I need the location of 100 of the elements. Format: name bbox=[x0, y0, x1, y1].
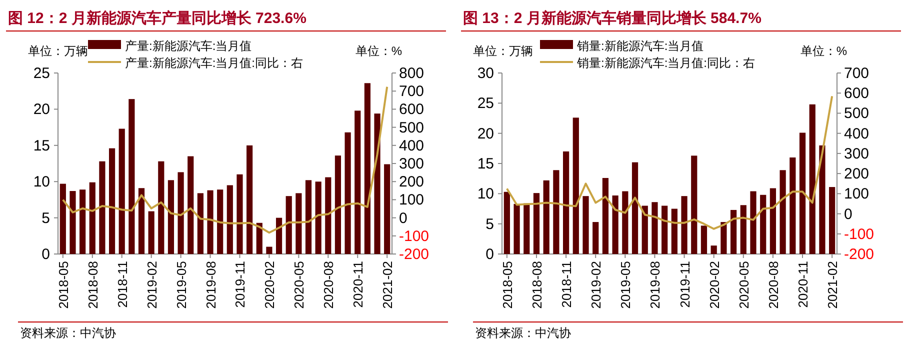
y-axis-title: 单位：万辆 bbox=[473, 44, 533, 58]
bar bbox=[829, 187, 836, 254]
bar bbox=[582, 196, 589, 254]
bar bbox=[168, 180, 174, 254]
y-tick-label: 5 bbox=[486, 216, 494, 233]
bar bbox=[256, 222, 262, 254]
bar bbox=[622, 191, 628, 254]
bar bbox=[612, 195, 618, 254]
y2-tick-label: 0 bbox=[399, 210, 408, 227]
bar bbox=[740, 205, 746, 254]
bar bbox=[325, 177, 332, 254]
y2-tick-label: 600 bbox=[399, 101, 424, 118]
bar bbox=[720, 222, 727, 254]
bar bbox=[207, 190, 214, 254]
y2-tick-label: 200 bbox=[844, 166, 870, 183]
y-tick-label: 0 bbox=[486, 246, 494, 263]
chart-title: 图 12：2 月新能源汽车产量同比增长 723.6% bbox=[8, 9, 306, 27]
bar bbox=[750, 191, 756, 254]
bar bbox=[70, 191, 76, 254]
bar bbox=[809, 104, 816, 254]
y2-tick-label: 600 bbox=[844, 85, 870, 102]
y-tick-label: 10 bbox=[477, 186, 494, 203]
text: 资料来源：中汽协 bbox=[20, 326, 116, 340]
bar bbox=[148, 211, 154, 254]
bar bbox=[681, 196, 688, 254]
bar bbox=[80, 190, 86, 254]
bar bbox=[286, 196, 292, 254]
bar bbox=[305, 180, 312, 254]
y2-tick-label: 700 bbox=[844, 65, 870, 82]
bar bbox=[276, 218, 282, 254]
y2-tick-label: -100 bbox=[399, 228, 430, 245]
bar bbox=[730, 210, 737, 254]
bar bbox=[760, 194, 766, 254]
bar bbox=[108, 148, 116, 254]
bar bbox=[504, 192, 510, 254]
bar bbox=[553, 170, 560, 254]
x-tick-label: 2019-05 bbox=[618, 261, 634, 309]
x-tick-label: 2020-05 bbox=[292, 261, 307, 309]
bar bbox=[543, 180, 550, 254]
y2-tick-label: 300 bbox=[399, 156, 424, 172]
bar bbox=[780, 170, 786, 254]
bar bbox=[572, 118, 579, 254]
bar bbox=[89, 182, 96, 254]
bar bbox=[188, 156, 194, 254]
x-tick-label: 2018-05 bbox=[56, 261, 71, 309]
legend-label: 产量:新能源汽车:当月值:同比：右 bbox=[125, 56, 304, 70]
y2-tick-label: 100 bbox=[399, 192, 424, 209]
y-tick-label: 25 bbox=[33, 65, 50, 82]
bar bbox=[632, 162, 638, 254]
y2-tick-label: 400 bbox=[844, 125, 870, 142]
bar bbox=[118, 128, 125, 254]
x-tick-label: 2021-02 bbox=[380, 261, 396, 309]
x-tick-label: 2021-02 bbox=[825, 261, 840, 309]
y-tick-label: 15 bbox=[477, 156, 494, 172]
bar bbox=[128, 99, 135, 254]
y2-tick-label: 400 bbox=[399, 137, 424, 154]
y2-axis-title: 单位：% bbox=[355, 44, 402, 58]
bar bbox=[691, 156, 698, 254]
bar bbox=[374, 114, 380, 254]
y-tick-label: 10 bbox=[33, 174, 50, 191]
x-tick-label: 2020-11 bbox=[350, 261, 366, 308]
bar bbox=[514, 204, 520, 254]
bar bbox=[354, 110, 361, 254]
y2-tick-label: 200 bbox=[399, 174, 424, 191]
bar bbox=[334, 156, 342, 254]
y2-tick-label: 700 bbox=[399, 83, 424, 100]
y2-tick-label: -200 bbox=[844, 246, 874, 263]
bar bbox=[158, 161, 164, 254]
y2-tick-label: 800 bbox=[399, 65, 424, 82]
bar bbox=[799, 132, 806, 254]
y-tick-label: 5 bbox=[42, 210, 50, 227]
y2-tick-label: -100 bbox=[844, 226, 874, 243]
x-tick-label: 2019-02 bbox=[588, 261, 604, 309]
x-tick-label: 2020-11 bbox=[796, 261, 811, 308]
y2-tick-label: 0 bbox=[844, 206, 852, 223]
bar bbox=[662, 206, 668, 254]
bar bbox=[592, 222, 599, 254]
bar bbox=[524, 203, 530, 254]
bar bbox=[315, 182, 322, 254]
bar bbox=[344, 132, 351, 254]
bar bbox=[364, 83, 370, 254]
bar bbox=[197, 193, 204, 254]
bar bbox=[226, 185, 233, 254]
bar bbox=[60, 184, 66, 254]
y2-tick-label: 500 bbox=[399, 119, 424, 136]
x-tick-label: 2018-11 bbox=[559, 261, 574, 308]
bar bbox=[533, 193, 540, 254]
y-axis-title: 单位：万辆 bbox=[28, 44, 88, 58]
x-tick-label: 2018-05 bbox=[500, 261, 515, 309]
legend-label: 销量:新能源汽车:当月值 bbox=[576, 39, 704, 53]
line-series bbox=[506, 95, 834, 230]
bar bbox=[770, 188, 776, 254]
y-tick-label: 15 bbox=[33, 137, 50, 154]
y-tick-label: 20 bbox=[33, 101, 50, 118]
legend-label: 产量:新能源汽车:当月值 bbox=[125, 39, 252, 53]
y2-tick-label: -200 bbox=[399, 246, 430, 263]
bar bbox=[246, 145, 253, 254]
x-tick-label: 2020-05 bbox=[736, 261, 752, 309]
y2-tick-label: 100 bbox=[844, 186, 870, 203]
bar bbox=[236, 174, 243, 254]
